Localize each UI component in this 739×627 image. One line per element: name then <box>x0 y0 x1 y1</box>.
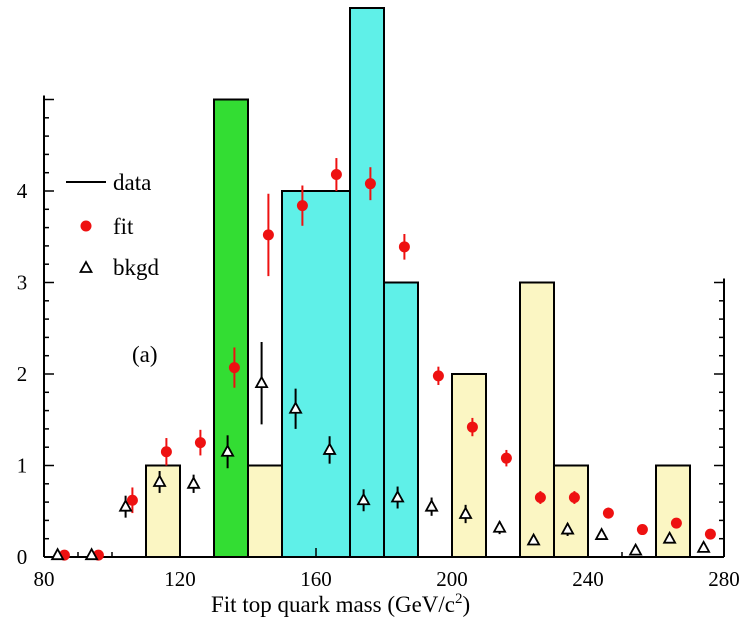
histogram-bin-6 <box>451 373 487 558</box>
bkgd-point <box>696 539 711 553</box>
legend-fit-marker <box>80 220 92 232</box>
legend-label-fit: fit <box>113 214 134 239</box>
bkgd-point <box>424 498 439 512</box>
bkgd-point <box>254 375 269 389</box>
bkgd-point <box>356 492 371 506</box>
annotation-a: (a) <box>132 342 158 367</box>
fit-point <box>500 452 512 464</box>
bkgd-point <box>118 498 133 512</box>
bkgd-point <box>288 400 303 414</box>
histogram-bin-0 <box>145 464 181 558</box>
histogram-bin-1 <box>213 98 249 558</box>
data-points <box>50 158 716 561</box>
legend-bkgd-marker <box>78 260 94 273</box>
legend: data fit bkgd <box>66 170 160 280</box>
fit-point <box>636 524 648 536</box>
fit-point <box>364 178 376 190</box>
bkgd-point <box>628 542 643 556</box>
fit-point <box>296 200 308 212</box>
fit-point <box>160 446 172 458</box>
bkgd-point <box>526 532 541 546</box>
histogram-bin-7 <box>519 281 555 558</box>
bkgd-point <box>594 527 609 540</box>
fit-point <box>262 229 274 241</box>
fit-point <box>194 437 206 449</box>
y-tick-label: 2 <box>17 362 28 386</box>
ticks: 80 120 160 200 240 280 0 1 2 3 4 <box>17 98 739 591</box>
bkgd-point <box>50 547 65 561</box>
fit-point <box>568 492 580 504</box>
bkgd-point <box>220 443 235 457</box>
x-tick-label: 80 <box>34 567 55 591</box>
bkgd-point <box>84 547 99 561</box>
fit-point <box>704 528 716 540</box>
fit-point <box>432 370 444 382</box>
fit-point <box>330 169 342 181</box>
y-tick-label: 4 <box>17 179 28 203</box>
bkgd-point <box>322 442 337 455</box>
x-tick-label: 120 <box>164 567 196 591</box>
fit-point <box>228 362 240 374</box>
bkgd-point <box>186 475 201 489</box>
bkgd-point <box>458 506 473 519</box>
bkgd-point <box>560 521 575 535</box>
fit-point <box>466 421 478 433</box>
bkgd-point <box>152 474 167 487</box>
x-tick-label: 280 <box>708 567 739 591</box>
histogram-bin-8 <box>553 464 589 558</box>
y-tick-label: 3 <box>17 271 28 295</box>
fit-point <box>398 241 410 253</box>
histogram-bin-4 <box>349 7 385 558</box>
fit-series <box>58 158 716 561</box>
fit-point <box>126 494 138 506</box>
legend-label-bkgd: bkgd <box>113 255 160 280</box>
legend-label-data: data <box>113 170 151 195</box>
x-axis-label: Fit top quark mass (GeV/c2) <box>211 591 470 617</box>
bkgd-series <box>50 341 711 561</box>
bkgd-point <box>662 530 677 544</box>
histogram-bin-2 <box>247 464 283 558</box>
x-tick-label: 240 <box>572 567 604 591</box>
fit-point <box>602 507 614 519</box>
x-tick-label: 160 <box>300 567 332 591</box>
bkgd-point <box>492 519 507 533</box>
histogram-bins <box>145 7 691 558</box>
x-tick-label: 200 <box>436 567 468 591</box>
histogram-bin-5 <box>383 281 419 558</box>
bkgd-point <box>390 489 405 503</box>
y-tick-label: 0 <box>17 545 28 569</box>
y-tick-label: 1 <box>17 454 28 478</box>
fit-point <box>534 492 546 504</box>
fit-point <box>670 517 682 529</box>
histogram-bin-3 <box>281 190 351 558</box>
